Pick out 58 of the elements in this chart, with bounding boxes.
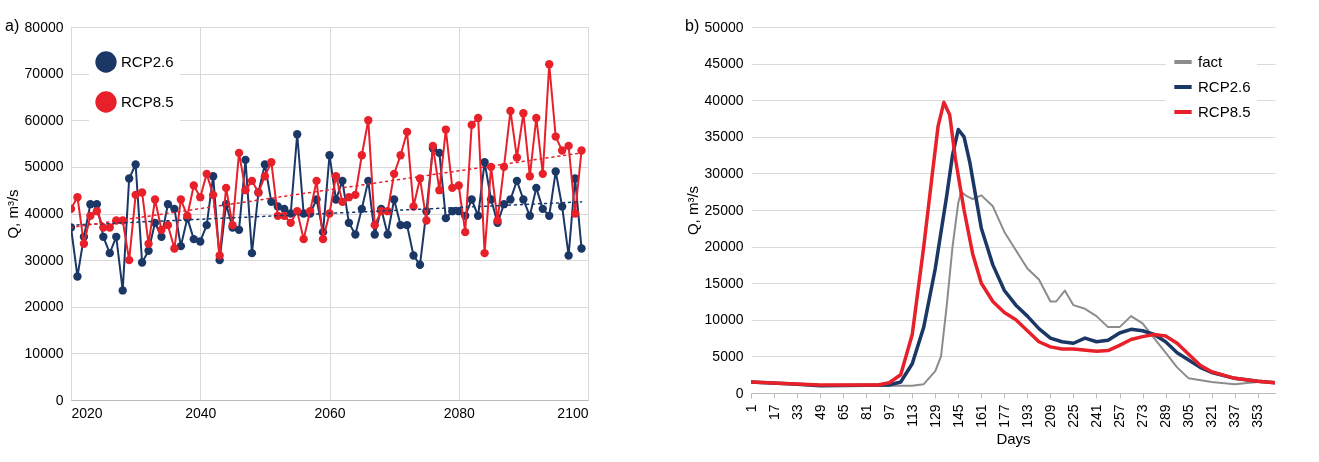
y-tick-label: 25000 [704, 201, 744, 218]
x-tick-label: 209 [1041, 404, 1058, 428]
y-tick-label: 45000 [704, 55, 744, 72]
y-tick-label: 40000 [24, 205, 64, 221]
x-tick-label: 321 [1203, 404, 1220, 428]
text: a) [5, 17, 20, 34]
x-tick-label: 33 [788, 404, 805, 421]
x-tick-label: 81 [857, 404, 874, 421]
x-tick-label: 273 [1134, 404, 1151, 428]
legend-label: RCP8.5 [1198, 103, 1251, 120]
text: b) [685, 17, 700, 34]
x-tick-label: 49 [811, 404, 828, 421]
x-tick-label: 129 [926, 404, 943, 428]
y-tick-label: 0 [55, 391, 64, 408]
y-tick-label: 30000 [24, 251, 64, 268]
x-tick-label: 2080 [443, 404, 476, 421]
y-tick-label: 0 [735, 384, 744, 401]
x-tick-label: 2060 [314, 404, 346, 421]
y-tick-label: 10000 [24, 344, 64, 361]
x-tick-label: 1 [742, 404, 759, 413]
x-tick-label: 241 [1087, 404, 1104, 428]
y-axis-title: Q, m³/s [3, 189, 21, 239]
x-tick-label: 17 [765, 404, 782, 421]
y-tick-label: 70000 [24, 65, 64, 82]
y-tick-label: 20000 [704, 238, 744, 255]
x-tick-label: 337 [1226, 404, 1243, 428]
x-tick-label: 289 [1157, 404, 1174, 428]
x-tick-label: 193 [1018, 404, 1035, 428]
legend-label: fact [1198, 53, 1224, 70]
y-tick-label: 35000 [704, 128, 744, 145]
y-tick-label: 80000 [24, 18, 64, 35]
x-tick-label: 113 [903, 404, 920, 427]
legend-label: RCP8.5 [121, 93, 174, 110]
y-tick-label: 10000 [704, 311, 744, 328]
x-tick-label: 2040 [185, 404, 217, 421]
y-tick-label: 20000 [24, 298, 64, 315]
y-tick-label: 30000 [704, 164, 744, 181]
y-tick-label: 50000 [704, 18, 744, 35]
legend-label: RCP2.6 [121, 53, 174, 70]
x-tick-label: 257 [1111, 404, 1128, 428]
legend-label: RCP2.6 [1198, 78, 1251, 95]
x-tick-label: 2100 [557, 404, 589, 421]
y-axis-title: Q, m³/s [683, 185, 701, 236]
x-tick-label: 2020 [71, 404, 103, 421]
y-tick-label: 5000 [712, 347, 744, 364]
x-tick-label: 161 [972, 404, 989, 428]
y-tick-label: 60000 [24, 111, 64, 128]
x-tick-label: 225 [1064, 404, 1081, 428]
y-tick-label: 15000 [704, 274, 744, 291]
x-tick-label: 177 [995, 404, 1012, 428]
x-tick-label: 305 [1180, 404, 1197, 428]
x-tick-label: 65 [834, 404, 851, 421]
y-tick-label: 50000 [24, 158, 64, 175]
x-axis-title: Days [996, 429, 1031, 447]
x-tick-label: 353 [1249, 404, 1266, 428]
y-tick-label: 40000 [704, 91, 744, 108]
x-tick-label: 145 [949, 404, 966, 428]
x-tick-label: 97 [880, 404, 897, 421]
